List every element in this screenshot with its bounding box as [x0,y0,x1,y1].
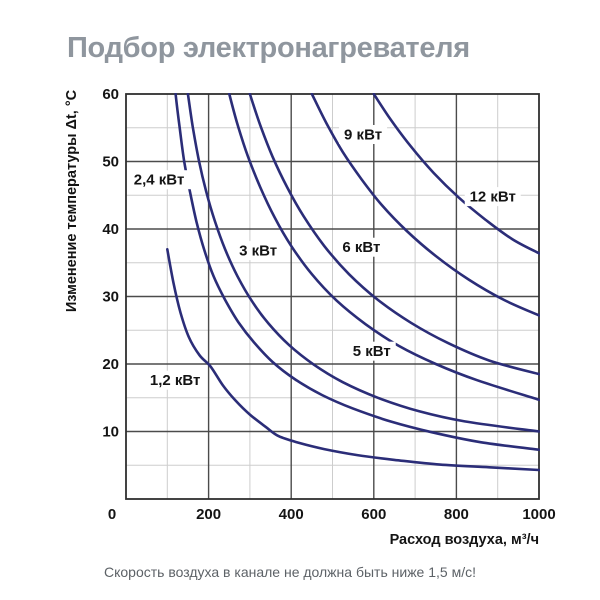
x-tick-label: 400 [279,506,304,523]
curve-label-bg [337,237,386,257]
curve-label-bg [234,241,283,261]
curve-2p4kw [174,93,540,451]
curve-label-9kw: 9 кВт [344,127,382,144]
air-speed-note: Скорость воздуха в канале не должна быть… [104,564,476,580]
y-tick-label: 40 [102,221,119,238]
curve-label-1p2kw: 1,2 кВт [150,372,201,389]
x-tick-label: 600 [361,506,386,523]
x-tick-label: 1000 [522,506,555,523]
curve-9kw [310,93,540,317]
curve-5kw [228,93,540,402]
curve-1p2kw [166,248,540,472]
y-tick-label: 50 [102,154,119,171]
curve-label-bg [464,187,521,207]
curve-label-6kw: 6 кВт [342,239,380,256]
x-axis-title: Расход воздуха, м³/ч [390,532,539,548]
curve-label-bg [143,370,208,390]
y-tick-label: 30 [102,289,119,306]
curve-3kw [186,93,540,433]
curve-label-12kw: 12 кВт [470,189,516,206]
x-tick-label: 0 [108,506,116,523]
y-tick-label: 10 [102,424,119,441]
curve-label-bg [347,341,396,361]
curve-label-5kw: 5 кВт [353,343,391,360]
y-tick-label: 20 [102,356,119,373]
x-tick-label: 200 [196,506,221,523]
plot-border [125,93,540,500]
x-tick-label: 800 [444,506,469,523]
curve-label-bg [339,125,388,144]
curves-group [166,93,540,472]
curve-label-3kw: 3 кВт [239,243,277,260]
y-axis-title: Изменение температуры Δt, °C [64,89,80,312]
curve-label-2p4kw: 2,4 кВт [134,172,185,189]
curve-6kw [248,93,540,376]
curve-label-bg [127,170,192,190]
curve-12kw [372,93,540,255]
y-tick-label: 60 [102,86,119,103]
page-title: Подбор электронагревателя [67,32,470,64]
